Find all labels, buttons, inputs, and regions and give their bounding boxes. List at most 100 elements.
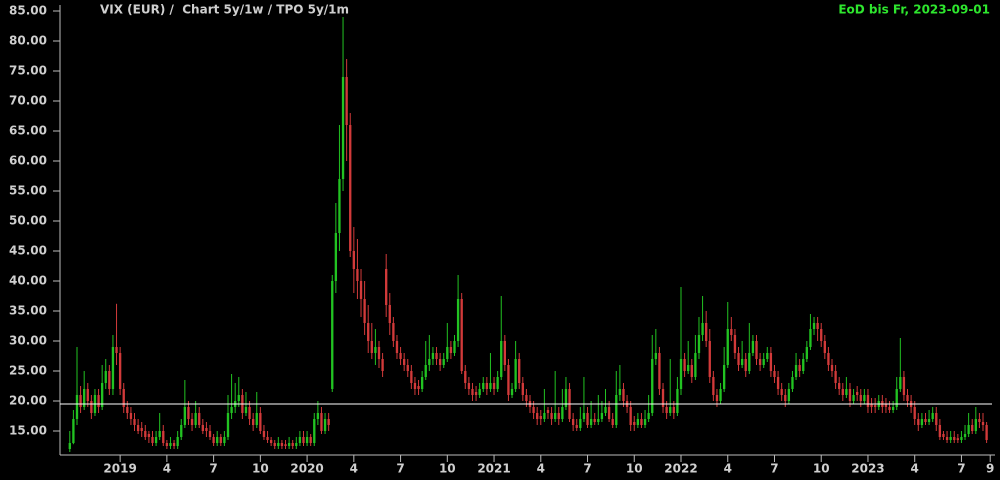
- candle-body: [406, 365, 409, 371]
- candle-body: [359, 281, 363, 299]
- candle-body: [410, 371, 413, 383]
- candle-body: [287, 443, 291, 446]
- candle-body: [658, 353, 661, 389]
- candle-body: [571, 419, 575, 425]
- candle-body: [291, 443, 294, 446]
- candle-body: [385, 269, 388, 305]
- candle-body: [820, 329, 823, 341]
- candle-body: [244, 407, 248, 413]
- candle-body: [557, 413, 560, 419]
- candle-body: [935, 413, 938, 425]
- candle-body: [683, 359, 686, 371]
- candle-body: [180, 425, 183, 437]
- candle-body: [924, 419, 927, 422]
- candle-body: [446, 347, 449, 359]
- candle-body: [553, 413, 557, 419]
- candle-body: [201, 425, 204, 431]
- candle-body: [917, 419, 920, 425]
- candle-body: [812, 323, 816, 329]
- candle-body: [280, 443, 284, 446]
- candle-body: [870, 404, 873, 407]
- chart-title: VIX (EUR) / Chart 5y/1w / TPO 5y/1m: [100, 3, 349, 17]
- chart-subtitle: EoD bis Fr, 2023-09-01: [838, 3, 990, 17]
- candle-body: [183, 407, 187, 425]
- x-tick-label: 7: [957, 462, 965, 476]
- x-tick-label: 4: [163, 462, 171, 476]
- candle-body: [255, 413, 258, 425]
- candle-body: [68, 443, 71, 449]
- candle-body: [633, 422, 636, 425]
- candle-body: [302, 437, 305, 443]
- candle-body: [97, 395, 100, 407]
- candle-body: [913, 407, 916, 419]
- candle-body: [891, 407, 895, 410]
- candle-body: [298, 437, 302, 443]
- candle-body: [349, 125, 352, 251]
- candle-body: [615, 395, 618, 425]
- candle-body: [845, 389, 848, 395]
- candle-body: [223, 437, 226, 443]
- candle-body: [902, 377, 906, 395]
- candle-body: [582, 413, 586, 419]
- candle-body: [726, 329, 729, 365]
- candle-body: [226, 413, 230, 437]
- candle-body: [90, 401, 93, 413]
- candle-body: [579, 419, 582, 428]
- candle-body: [985, 425, 988, 440]
- candle-body: [305, 437, 309, 443]
- x-tick-label: 10: [252, 462, 269, 476]
- candle-body: [435, 353, 438, 359]
- candle-body: [205, 428, 208, 431]
- candle-body: [363, 299, 366, 323]
- candle-body: [334, 233, 338, 281]
- candle-body: [780, 389, 783, 395]
- candle-body: [273, 443, 276, 446]
- candle-body: [841, 389, 844, 395]
- candle-body: [740, 359, 744, 365]
- candle-body: [755, 341, 758, 359]
- candle-body: [420, 377, 424, 389]
- candle-body: [115, 347, 118, 353]
- y-tick-label: 35.00: [9, 304, 47, 318]
- x-tick-label: 2020: [290, 462, 323, 476]
- candle-body: [762, 359, 765, 365]
- candle-body: [895, 389, 898, 407]
- candle-body: [356, 269, 359, 281]
- candle-body: [262, 431, 266, 437]
- candle-body: [532, 407, 535, 413]
- candle-body: [856, 392, 859, 395]
- x-tick-label: 9: [986, 462, 994, 476]
- candle-body: [417, 386, 420, 389]
- candle-body: [708, 341, 711, 377]
- y-tick-label: 20.00: [9, 394, 47, 408]
- candle-body: [507, 365, 510, 395]
- x-tick-label: 4: [724, 462, 732, 476]
- candle-body: [456, 299, 460, 341]
- candle-body: [525, 395, 528, 401]
- candle-body: [381, 359, 384, 371]
- candle-body: [546, 410, 550, 413]
- candle-body: [212, 437, 215, 443]
- candle-body: [510, 389, 514, 395]
- candle-body: [787, 389, 791, 401]
- candle-body: [86, 389, 89, 401]
- candle-body: [136, 425, 140, 431]
- candle-body: [823, 341, 826, 353]
- candle-body: [622, 389, 625, 401]
- candle-body: [126, 407, 129, 413]
- candle-body: [611, 419, 614, 425]
- x-tick-label: 7: [209, 462, 217, 476]
- candle-body: [974, 419, 977, 431]
- candle-body: [453, 341, 456, 353]
- candle-body: [848, 389, 852, 401]
- candle-body: [748, 353, 751, 371]
- x-tick-label: 2023: [851, 462, 884, 476]
- candle-body: [144, 431, 147, 437]
- candle-body: [802, 359, 805, 371]
- candle-body: [791, 377, 794, 389]
- candle-body: [521, 383, 524, 395]
- candle-body: [597, 419, 600, 422]
- candle-body: [402, 359, 406, 365]
